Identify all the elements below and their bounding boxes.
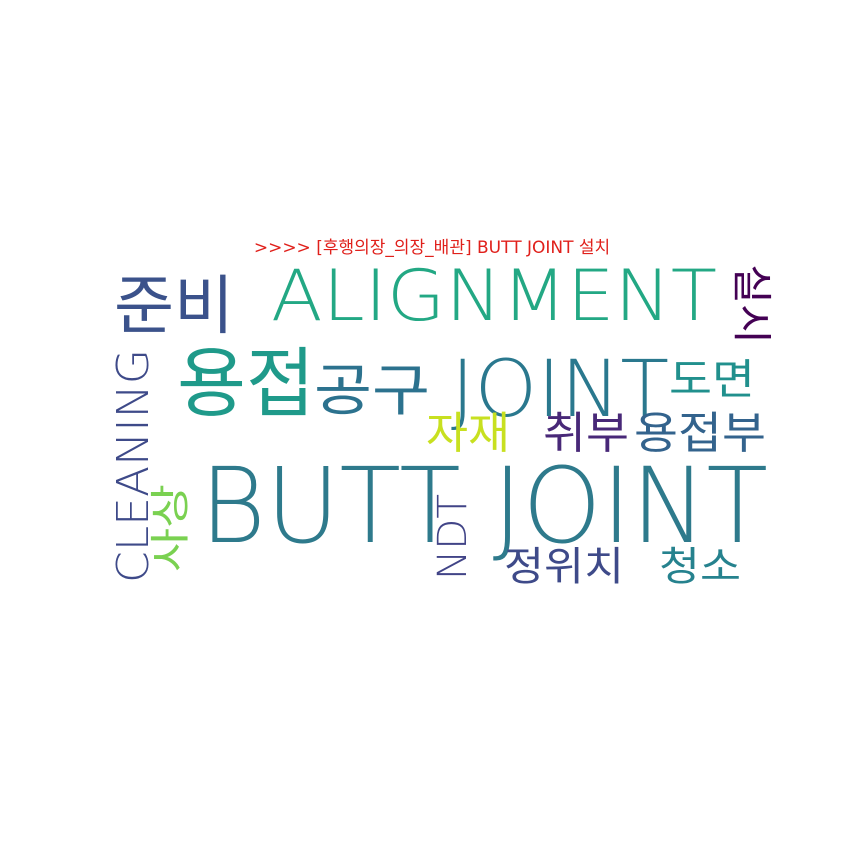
cloud-word-weld: 용접	[177, 339, 315, 428]
cloud-word-execute: 실시	[728, 264, 774, 344]
cloud-word-position: 정위치	[504, 544, 624, 590]
cloud-word-prepare: 준비	[114, 270, 234, 344]
cloud-word-fitting: 취부	[543, 408, 629, 459]
cloud-word-material: 자재	[426, 408, 510, 459]
cloud-word-drawing: 도면	[669, 355, 755, 404]
page-title: >>>> [후행의장_의장_배관] BUTT JOINT 설치	[253, 238, 611, 258]
cloud-word-cleaning: CLEANING	[108, 349, 159, 583]
cloud-word-cleanup: 청소	[659, 544, 741, 590]
cloud-word-weld-part: 용접부	[634, 408, 766, 459]
cloud-word-finishing: 사상	[148, 484, 194, 572]
cloud-word-butt-joint: BUTT JOINT	[200, 445, 768, 567]
cloud-word-joint: JOINT	[451, 345, 669, 435]
cloud-word-ndt: NDT	[430, 494, 476, 580]
cloud-word-tool: 공구	[314, 359, 430, 424]
cloud-word-alignment: ALIGNMENT	[271, 255, 717, 337]
